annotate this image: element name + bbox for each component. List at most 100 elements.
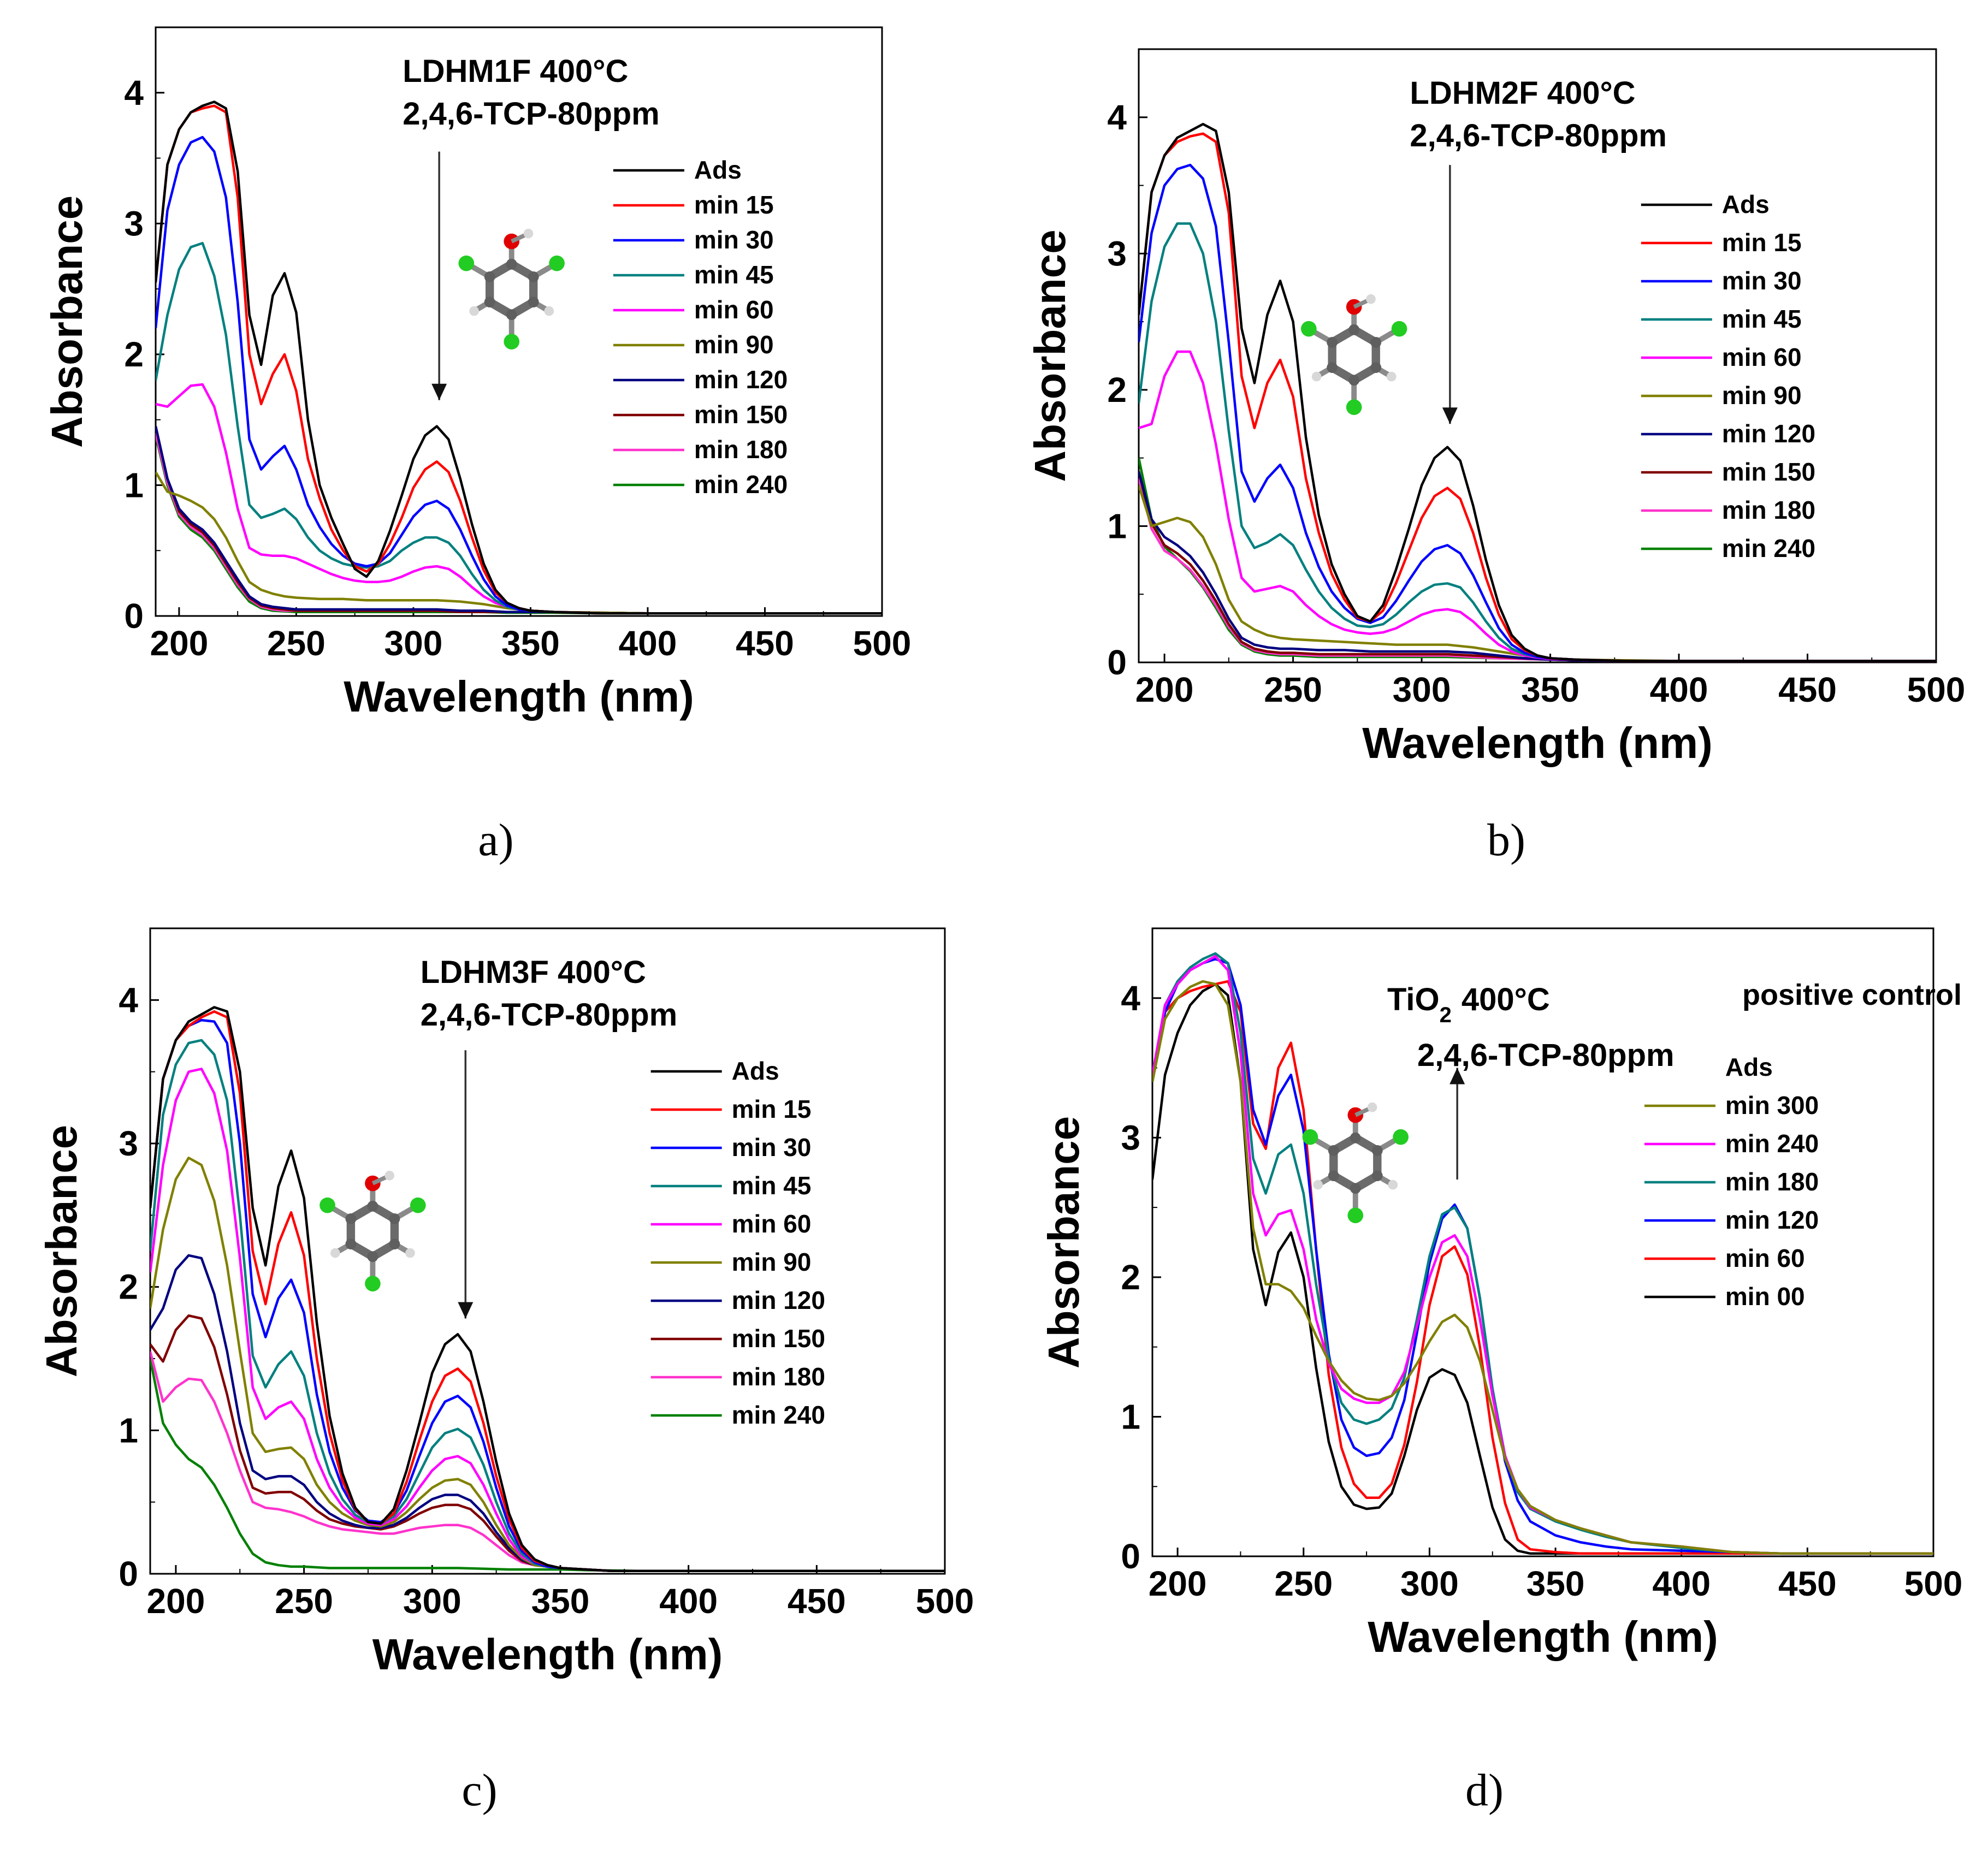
molecule-chlorine-atom <box>1393 1129 1409 1145</box>
y-axis-title: Absorbance <box>1026 229 1074 482</box>
x-tick-label: 500 <box>1904 1564 1963 1603</box>
x-tick-label: 250 <box>267 624 326 663</box>
series-line <box>1139 222 1936 662</box>
legend-label: min 120 <box>732 1286 825 1314</box>
arrow-down-icon <box>1442 165 1458 424</box>
x-tick-label: 200 <box>147 1581 205 1621</box>
series-line <box>150 1018 945 1572</box>
y-tick-label: 2 <box>1107 370 1127 410</box>
legend-label: min 90 <box>1722 381 1802 410</box>
legend-label: min 240 <box>732 1401 825 1429</box>
molecule-icon <box>319 1170 426 1291</box>
title-temp: 400°C <box>1462 982 1550 1017</box>
molecule-chlorine-atom <box>504 334 519 349</box>
molecule-carbon-atom <box>1327 337 1338 348</box>
series-line <box>156 100 882 615</box>
caption-c: c) <box>461 1765 498 1816</box>
series-line <box>1139 350 1936 662</box>
y-tick-label: 3 <box>124 204 144 243</box>
plot-frame <box>1138 48 1937 663</box>
molecule-carbon-atom <box>367 1251 378 1263</box>
molecule-chlorine-atom <box>458 255 475 271</box>
title-line: 2,4,6-TCP-80ppm <box>1417 1038 1675 1073</box>
chart-panel-d: 200 250 300 350 400 450 500 0 1 2 3 4 Wavelength (nm… <box>1039 927 1963 1661</box>
y-axis-title: Absorbance <box>37 1125 86 1377</box>
arrow-down-icon <box>458 1050 474 1319</box>
molecule-carbon-atom <box>528 297 539 307</box>
molecule-carbon-atom <box>1328 1170 1339 1182</box>
molecule-chlorine-atom <box>365 1276 381 1291</box>
title-line: LDHM1F 400°C <box>403 54 628 89</box>
series-line <box>150 1068 945 1572</box>
legend-label: min 120 <box>1725 1206 1819 1234</box>
title-line: TiO2 400°C <box>1387 982 1550 1027</box>
plot-area <box>150 1006 945 1572</box>
x-tick-label: 450 <box>1778 670 1837 709</box>
legend-label: min 180 <box>1725 1168 1819 1196</box>
x-tick-label: 450 <box>736 624 794 663</box>
legend-label: min 180 <box>1722 496 1815 524</box>
series-line <box>1139 484 1936 662</box>
chart-panel-b: 200 250 300 350 400 450 500 0 1 2 3 4 Wavelength (nm… <box>1026 48 1966 767</box>
y-tick-label: 3 <box>1107 234 1127 273</box>
molecule-hydrogen-atom <box>1367 1102 1377 1112</box>
legend: Ads min 300 min 240 min 180 min 120 min 60 min… <box>1644 1053 1819 1311</box>
molecule-carbon-atom <box>1371 1170 1383 1182</box>
molecule-carbon-atom <box>1371 1145 1383 1156</box>
molecule-carbon-atom <box>345 1213 357 1224</box>
molecule-hydrogen-atom <box>1366 294 1376 304</box>
y-tick-label: 1 <box>1121 1397 1140 1436</box>
legend-label: min 300 <box>1725 1091 1819 1119</box>
y-axis-title: Absorbance <box>1039 1116 1088 1368</box>
y-tick-label: 1 <box>1107 506 1127 546</box>
caption-d: d) <box>1465 1765 1504 1816</box>
molecule-carbon-atom <box>484 297 495 307</box>
series-line <box>156 104 882 615</box>
molecule-carbon-atom <box>1370 362 1382 373</box>
x-tick-label: 300 <box>1400 1564 1459 1603</box>
y-tick-label: 0 <box>1107 643 1127 682</box>
legend-label: min 120 <box>1722 419 1815 448</box>
molecule-chlorine-atom <box>1301 321 1317 337</box>
molecule-hydrogen-atom <box>405 1248 415 1258</box>
molecule-hydrogen-atom <box>1313 1180 1323 1190</box>
plot-area <box>1152 952 1933 1555</box>
arrow-down-icon <box>431 151 447 400</box>
legend-label: min 45 <box>694 260 774 289</box>
legend-label: min 15 <box>732 1095 812 1123</box>
x-tick-label: 200 <box>1149 1564 1207 1603</box>
series-line <box>1139 132 1936 662</box>
molecule-hydrogen-atom <box>384 1170 394 1181</box>
x-tick-label: 500 <box>1907 670 1966 709</box>
legend-label: min 45 <box>732 1171 812 1200</box>
molecule-carbon-atom <box>345 1238 357 1250</box>
x-axis-title: Wavelength (nm) <box>1368 1613 1718 1661</box>
legend-label: min 60 <box>1722 343 1802 371</box>
x-tick-label: 350 <box>1521 670 1579 709</box>
x-tick-label: 200 <box>1135 670 1194 709</box>
molecule-carbon-atom <box>1370 337 1382 348</box>
x-tick-label: 300 <box>384 624 443 663</box>
molecule-icon <box>1301 294 1407 415</box>
x-tick-label: 350 <box>501 624 560 663</box>
arrow-head <box>1442 407 1458 424</box>
title-subscript: 2 <box>1440 1003 1452 1027</box>
legend-label: min 150 <box>732 1324 825 1353</box>
y-tick-label: 3 <box>119 1124 138 1163</box>
y-tick-label: 2 <box>1121 1258 1140 1297</box>
legend-label: min 90 <box>732 1248 812 1276</box>
molecule-icon <box>1302 1102 1409 1223</box>
legend-label: min 240 <box>1725 1129 1819 1158</box>
molecule-carbon-atom <box>389 1238 400 1250</box>
chart-title: TiO2 400°C positive control 2,4,6-TCP-80ppm <box>1387 979 1962 1073</box>
legend-label: min 15 <box>694 191 774 219</box>
legend-label: min 60 <box>1725 1244 1805 1272</box>
molecule-chlorine-atom <box>1391 321 1407 337</box>
legend-label: min 120 <box>694 365 788 394</box>
series-line <box>1152 957 1933 1555</box>
molecule-carbon-atom <box>1350 1183 1361 1194</box>
molecule-hydrogen-atom <box>1388 1180 1398 1190</box>
molecule-chlorine-atom <box>1346 399 1362 415</box>
x-axis-title: Wavelength (nm) <box>372 1630 723 1679</box>
